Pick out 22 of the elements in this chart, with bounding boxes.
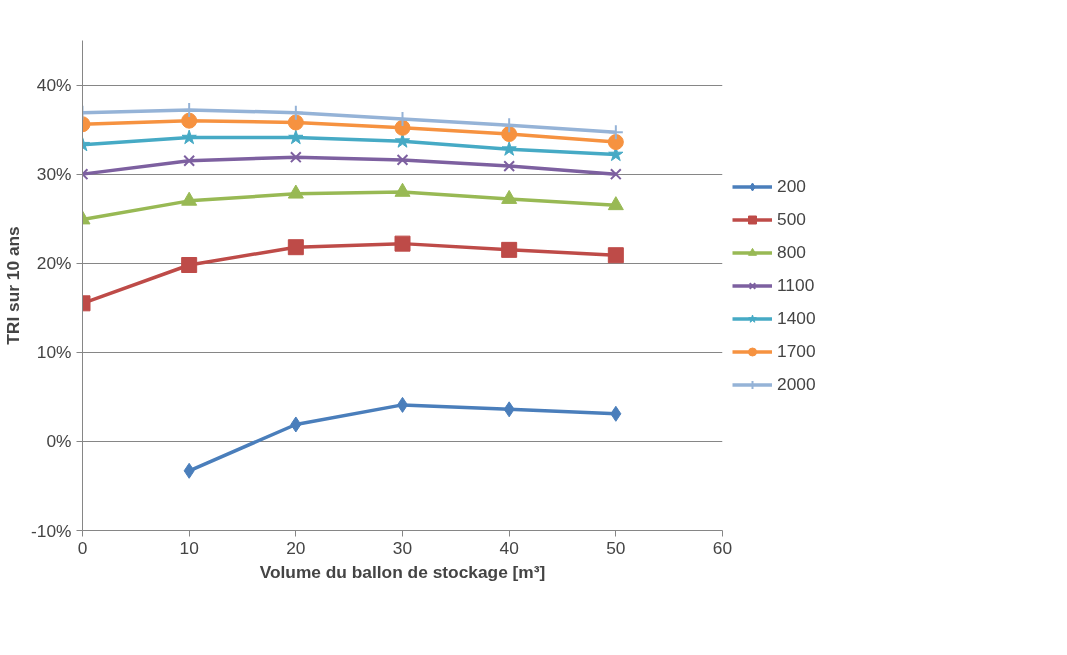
y-tick-label: 30%	[36, 164, 72, 185]
legend-label: 1100	[777, 274, 815, 296]
x-tick-label: 30	[392, 537, 413, 558]
y-tick-label: -10%	[31, 520, 72, 541]
y-tick-label: 10%	[36, 342, 72, 363]
legend-label: 1700	[777, 340, 816, 362]
x-tick-label: 0	[77, 537, 88, 558]
y-axis-title: TRI sur 10 ans	[3, 226, 24, 345]
y-tick-label: 40%	[36, 75, 72, 96]
y-tick-label: 20%	[36, 253, 72, 274]
x-tick-label: 40	[499, 537, 519, 558]
legend-label: 2000	[777, 373, 816, 395]
x-tick-label: 10	[179, 537, 199, 558]
x-axis-title: Volume du ballon de stockage [m³]	[259, 561, 546, 582]
x-tick-label: 60	[712, 537, 733, 558]
legend-label: 500	[777, 208, 806, 230]
legend-label: 1400	[777, 307, 816, 329]
x-tick-label: 50	[606, 537, 626, 558]
legend-label: 800	[777, 241, 806, 263]
legend-label: 200	[777, 175, 806, 197]
y-tick-label: 0%	[46, 431, 72, 452]
x-tick-label: 20	[286, 537, 306, 558]
